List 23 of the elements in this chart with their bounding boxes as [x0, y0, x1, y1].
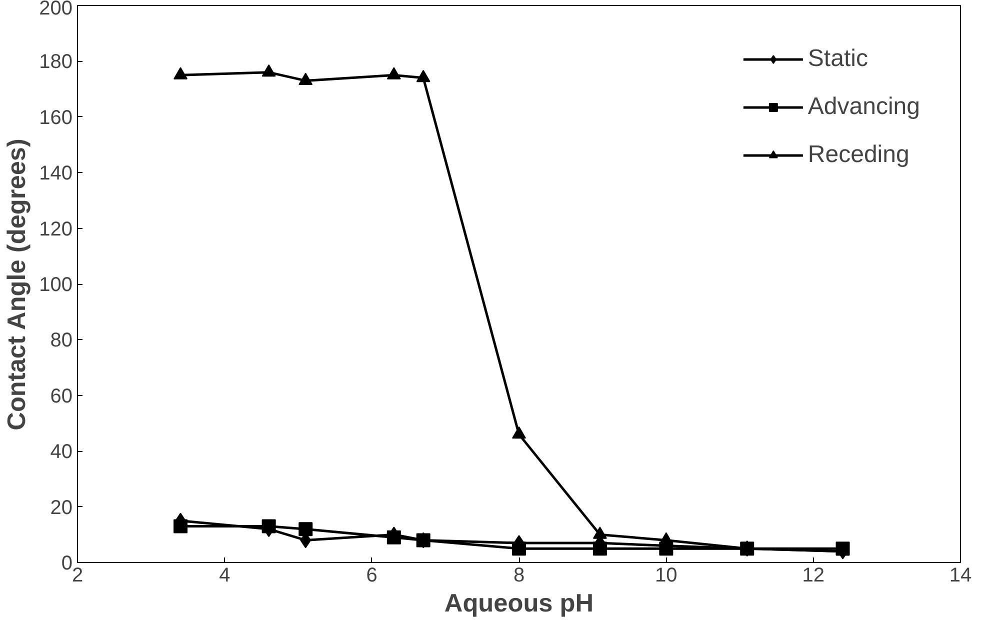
x-axis-title: Aqueous pH [444, 590, 594, 618]
legend-label: Static [808, 45, 868, 73]
y-tick-label: 200 [39, 0, 73, 20]
legend-label: Receding [808, 141, 910, 169]
y-tick-label: 0 [61, 552, 72, 574]
y-tick-label: 20 [50, 496, 73, 519]
y-tick-label: 180 [39, 51, 73, 74]
y-tick-label: 120 [39, 218, 73, 240]
y-axis-title: Contact Angle (degrees) [3, 138, 32, 430]
x-tick-label: 6 [366, 564, 378, 586]
y-tick-label: 100 [39, 274, 73, 296]
y-tick-label: 140 [39, 162, 73, 185]
x-tick-label: 4 [219, 564, 230, 586]
y-tick-label: 40 [50, 441, 73, 464]
y-tick-label: 160 [39, 106, 73, 129]
y-tick-label: 80 [50, 330, 73, 352]
x-tick-label: 2 [72, 564, 84, 586]
legend-label: Advancing [808, 93, 920, 121]
x-tick-label: 10 [655, 564, 678, 586]
x-tick-label: 8 [513, 564, 525, 586]
y-tick-label: 60 [50, 385, 73, 408]
x-tick-label: 14 [949, 564, 972, 586]
x-tick-label: 12 [802, 564, 824, 586]
